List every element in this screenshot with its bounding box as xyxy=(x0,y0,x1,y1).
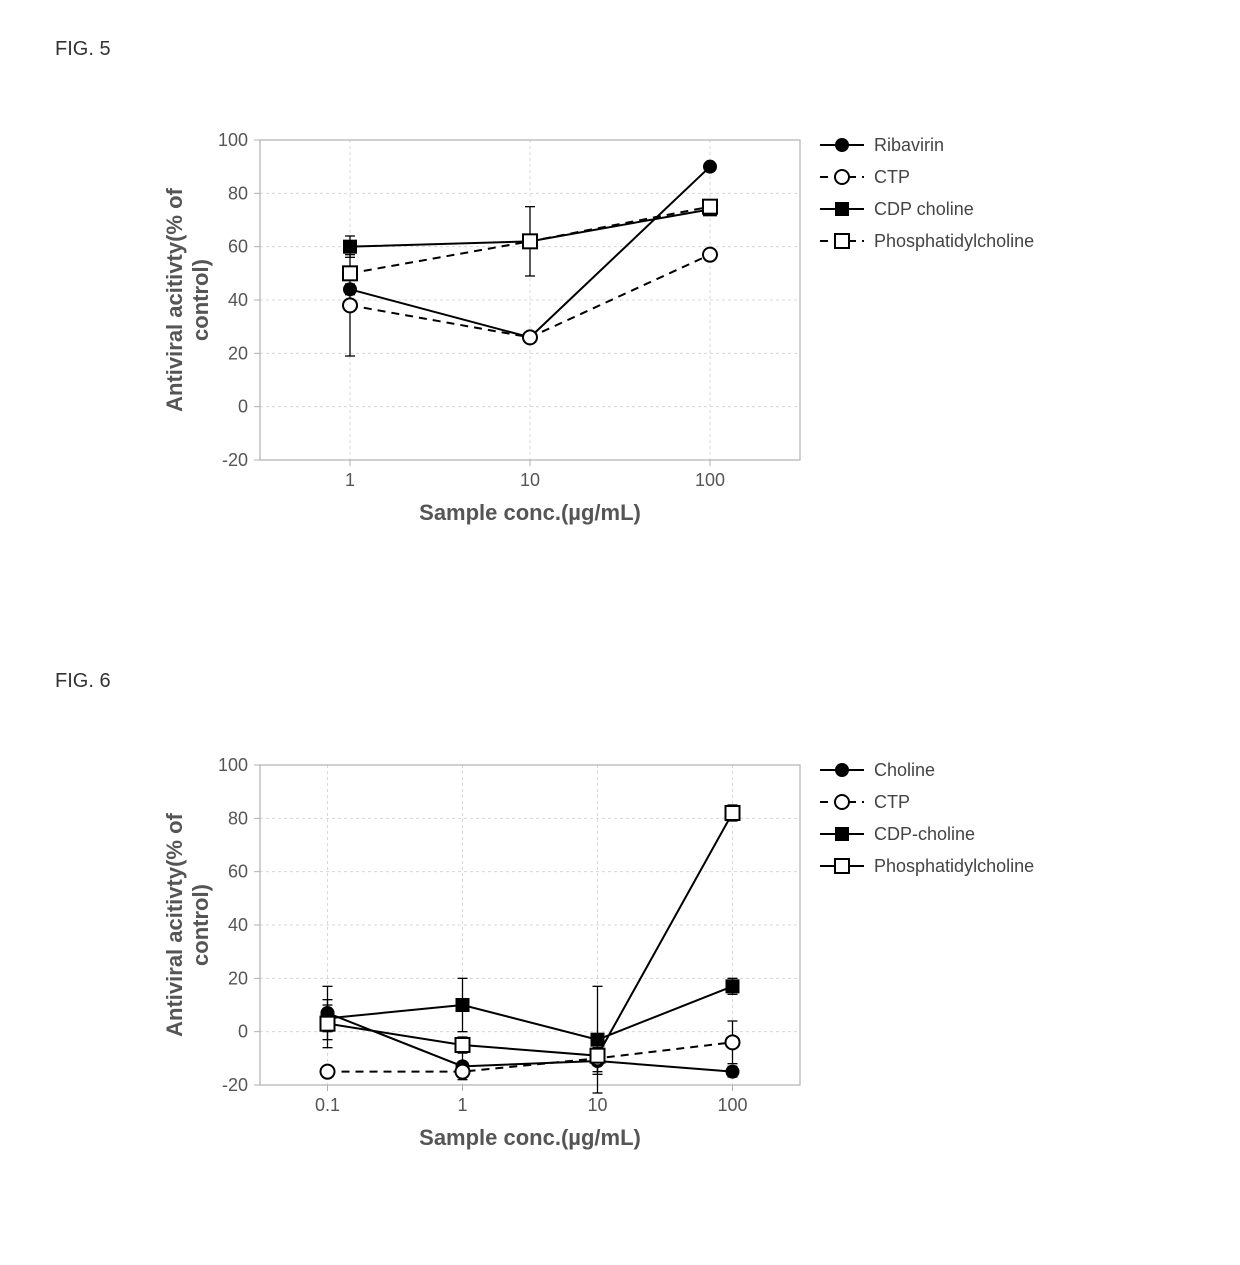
legend-label: CDP-choline xyxy=(874,824,975,844)
fig5-label: FIG. 5 xyxy=(55,38,111,61)
xtick-label: 100 xyxy=(717,1095,747,1115)
ytick-label: 60 xyxy=(228,237,248,257)
legend-label: CTP xyxy=(874,792,910,812)
ytick-label: 100 xyxy=(218,755,248,775)
xtick-label: 1 xyxy=(345,470,355,490)
legend-label: Choline xyxy=(874,760,935,780)
fig5-chart: -20 0 20 40 60 80 100 1 10 100 Sample conc.(µg/mL)… xyxy=(150,110,1160,570)
xtick-label: 1 xyxy=(457,1095,467,1115)
legend-label: Ribavirin xyxy=(874,135,944,155)
xtick-label: 10 xyxy=(520,470,540,490)
y-axis-label-line1: Antiviral acitivty(% of xyxy=(162,812,187,1036)
y-axis-label-line2: control) xyxy=(188,884,213,966)
ytick-label: 60 xyxy=(228,862,248,882)
ytick-label: 40 xyxy=(228,290,248,310)
y-axis-label-line1: Antiviral acitivty(% of xyxy=(162,187,187,411)
legend-label: Phosphatidylcholine xyxy=(874,856,1034,876)
xtick-label: 0.1 xyxy=(315,1095,340,1115)
ytick-label: 20 xyxy=(228,343,248,363)
ytick-label: 40 xyxy=(228,915,248,935)
ytick-label: -20 xyxy=(222,1075,248,1095)
ytick-label: 0 xyxy=(238,397,248,417)
ytick-label: 20 xyxy=(228,968,248,988)
ytick-label: 80 xyxy=(228,808,248,828)
ytick-label: 100 xyxy=(218,130,248,150)
fig6-chart: -20 0 20 40 60 80 100 0.1 1 10 100 Sample conc.(µg/… xyxy=(150,735,1160,1205)
legend-label: CTP xyxy=(874,167,910,187)
ytick-label: -20 xyxy=(222,450,248,470)
legend-label: Phosphatidylcholine xyxy=(874,231,1034,251)
x-axis-label: Sample conc.(µg/mL) xyxy=(419,1125,641,1150)
y-axis-label-line2: control) xyxy=(188,259,213,341)
xtick-label: 100 xyxy=(695,470,725,490)
ytick-label: 80 xyxy=(228,183,248,203)
legend-label: CDP choline xyxy=(874,199,974,219)
ytick-label: 0 xyxy=(238,1022,248,1042)
fig6-label: FIG. 6 xyxy=(55,670,111,693)
xtick-label: 10 xyxy=(587,1095,607,1115)
x-axis-label: Sample conc.(µg/mL) xyxy=(419,500,641,525)
